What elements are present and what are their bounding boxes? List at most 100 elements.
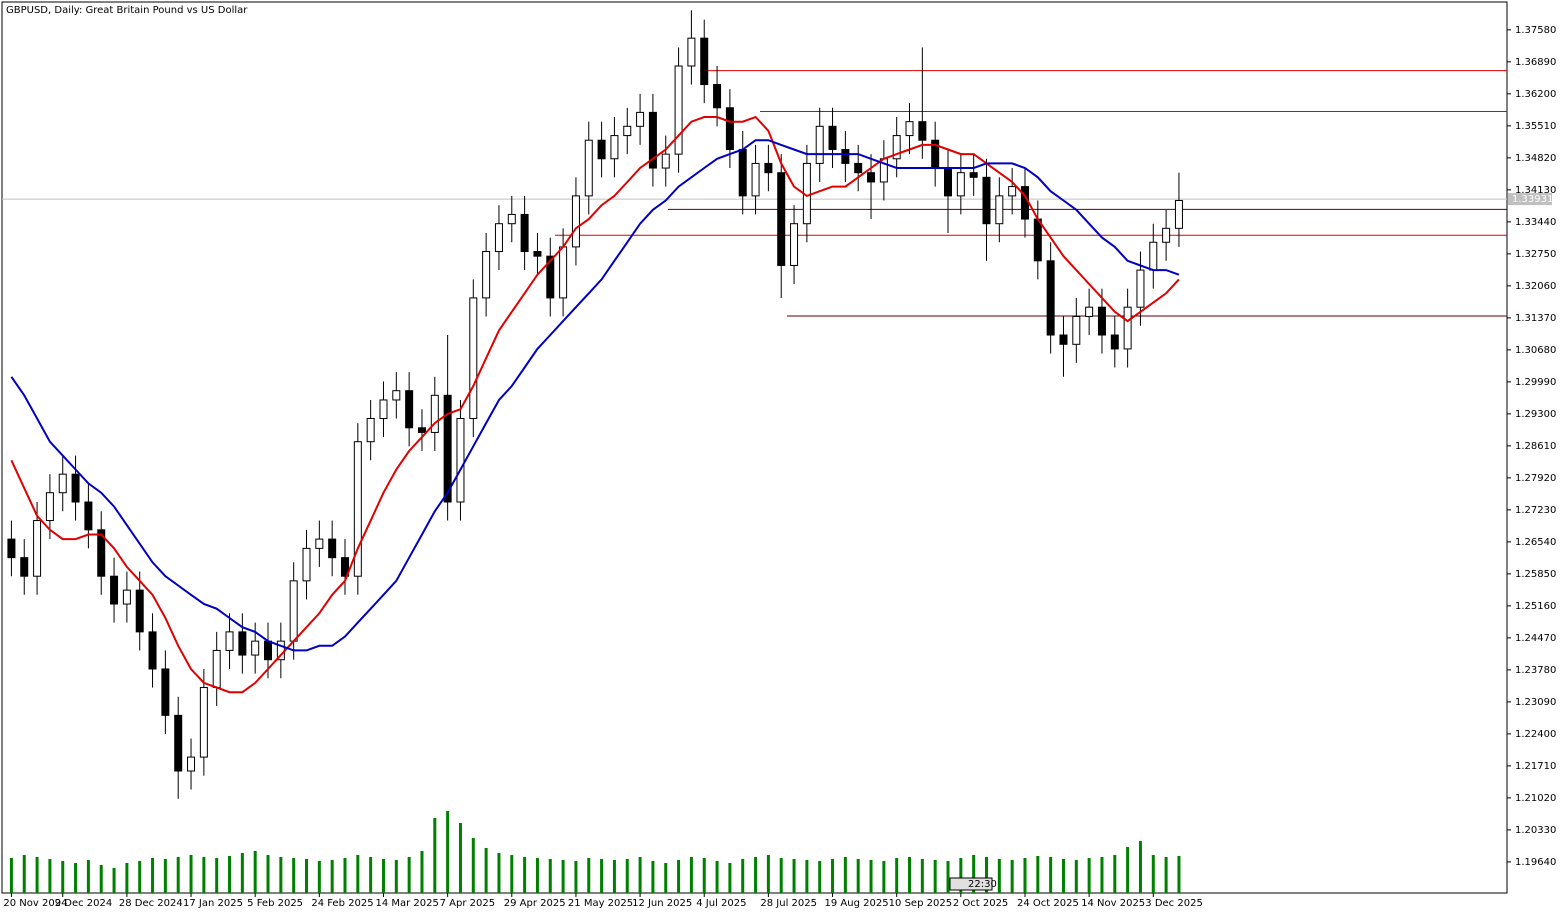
y-tick-label: 1.29990 — [1515, 377, 1556, 388]
volume-bar — [317, 861, 321, 893]
candle-body — [1136, 269, 1145, 308]
volume-bar — [253, 851, 257, 893]
volume-bar — [920, 859, 924, 893]
volume-bar — [1087, 858, 1091, 893]
candle-body — [777, 172, 786, 266]
volume-bar — [48, 859, 52, 893]
candle-body — [161, 668, 170, 716]
candle-body — [1110, 334, 1119, 350]
x-tick-label: 17 Jan 2025 — [183, 898, 243, 909]
volume-bar — [1126, 847, 1130, 893]
candle-body — [289, 580, 298, 642]
volume-bar — [1177, 856, 1181, 893]
y-tick-label: 1.22400 — [1515, 729, 1556, 740]
last-price-box — [1508, 193, 1552, 206]
candle-body — [1046, 260, 1055, 336]
candle-body — [944, 167, 953, 197]
volume-bar — [895, 858, 899, 893]
volume-bar — [856, 859, 860, 893]
volume-bar — [510, 855, 514, 893]
candle-body — [790, 223, 799, 266]
candle-body — [674, 65, 683, 155]
x-tick-label: 24 Oct 2025 — [1017, 898, 1079, 909]
volume-bar — [677, 860, 681, 893]
candle-body — [45, 492, 54, 522]
candle-body — [828, 125, 837, 150]
x-tick-label: 14 Nov 2025 — [1081, 898, 1145, 909]
volume-bar — [125, 863, 129, 893]
volume-bar — [240, 853, 244, 893]
candle-body — [533, 251, 542, 257]
candle-body — [33, 520, 42, 577]
volume-bar — [369, 857, 373, 893]
volume-bar — [702, 858, 706, 893]
candle-body — [1174, 200, 1183, 229]
candle-body — [725, 107, 734, 150]
y-tick-label: 1.34820 — [1515, 153, 1556, 164]
candle-body — [571, 195, 580, 248]
volume-bar — [959, 858, 963, 893]
volume-bar — [22, 855, 26, 893]
volume-bar — [381, 859, 385, 893]
volume-bar — [1100, 857, 1104, 893]
candle-body — [212, 649, 221, 689]
candle-body — [494, 223, 503, 253]
volume-bar — [741, 859, 745, 893]
candle-body — [7, 538, 16, 559]
candle-body — [982, 176, 991, 225]
candle-body — [84, 501, 93, 531]
x-tick-label: 5 Feb 2025 — [247, 898, 303, 909]
candle-body — [738, 148, 747, 197]
candle-body — [1033, 218, 1042, 262]
x-tick-label: 2 Oct 2025 — [953, 898, 1008, 909]
candle-body — [392, 390, 401, 401]
volume-bar — [356, 855, 360, 893]
volume-bar — [805, 860, 809, 893]
candle-body — [854, 162, 863, 174]
candle-body — [764, 162, 773, 174]
chart-title: GBPUSD, Daily: Great Britain Pound vs US… — [6, 5, 248, 16]
candle-body — [918, 121, 927, 141]
volume-bar — [984, 857, 988, 893]
volume-bar — [176, 857, 180, 893]
volume-bar — [1113, 855, 1117, 893]
candle-body — [302, 547, 311, 582]
candle-body — [110, 575, 119, 605]
volume-bar — [997, 859, 1001, 893]
volume-bar — [882, 861, 886, 893]
volume-bar — [1036, 856, 1040, 893]
y-tick-label: 1.33440 — [1515, 217, 1556, 228]
y-tick-label: 1.23780 — [1515, 665, 1556, 676]
candle-body — [1059, 334, 1068, 345]
y-tick-label: 1.31370 — [1515, 313, 1556, 324]
volume-bar — [189, 855, 193, 893]
candle-body — [1149, 241, 1158, 271]
candle-body — [264, 640, 273, 661]
candle-body — [251, 640, 260, 656]
volume-bar — [1010, 860, 1014, 893]
y-tick-label: 1.36890 — [1515, 57, 1556, 68]
volume-bar — [818, 861, 822, 893]
x-tick-label: 7 Apr 2025 — [440, 898, 495, 909]
candle-body — [597, 139, 606, 160]
volume-bar — [972, 855, 976, 893]
candle-body — [841, 148, 850, 164]
volume-bar — [74, 863, 78, 893]
candle-body — [713, 84, 722, 109]
plot-frame — [1, 1, 1508, 894]
volume-bar — [1138, 841, 1142, 893]
volume-bar — [548, 859, 552, 893]
candle-body — [969, 172, 978, 178]
x-tick-label: 14 Mar 2025 — [375, 898, 438, 909]
candle-body — [648, 111, 657, 169]
volume-bar — [112, 868, 116, 893]
candle-body — [700, 37, 709, 86]
volume-bar — [228, 856, 232, 893]
candle-body — [636, 111, 645, 127]
volume-bar — [946, 861, 950, 893]
candle-body — [1123, 306, 1132, 350]
y-tick-label: 1.36200 — [1515, 89, 1556, 100]
candle-body — [584, 139, 593, 197]
x-tick-label: 4 Jul 2025 — [696, 898, 746, 909]
